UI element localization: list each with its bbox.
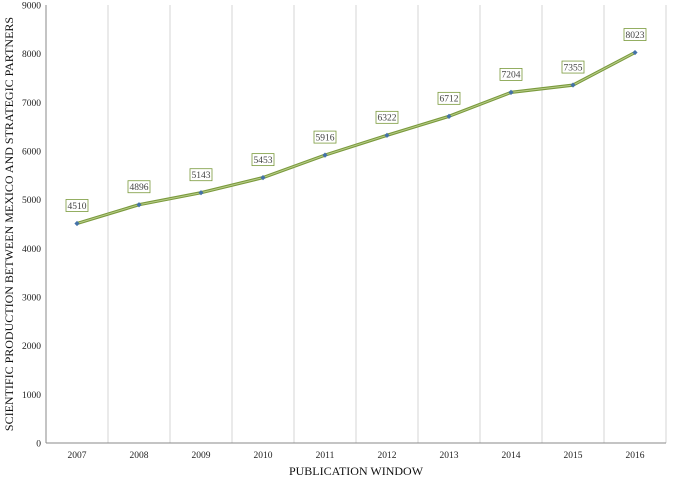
grid-lines: [107, 5, 667, 443]
data-label-text: 7355: [564, 63, 583, 73]
x-tick-label: 2014: [502, 451, 521, 461]
data-label: 4510: [65, 199, 89, 212]
data-label-text: 4896: [130, 183, 149, 193]
x-tick-label: 2016: [626, 451, 645, 461]
y-tick-label: 5000: [22, 196, 41, 206]
data-label-box: [437, 91, 461, 105]
data-label-text: 7204: [502, 71, 521, 81]
data-point: [198, 190, 204, 196]
data-point: [384, 132, 390, 138]
data-point: [570, 82, 576, 88]
data-label-text: 4510: [68, 202, 87, 212]
series-markers: [74, 49, 638, 227]
data-label-text: 5453: [254, 156, 273, 166]
x-tick-label: 2015: [564, 451, 583, 461]
x-axis-title: PUBLICATION WINDOW: [289, 464, 424, 478]
x-tick-label: 2012: [378, 451, 397, 461]
data-label-text: 8023: [626, 31, 645, 41]
y-tick-label: 8000: [22, 50, 41, 60]
data-label-box: [65, 199, 89, 212]
data-point: [260, 175, 266, 181]
y-tick-label: 9000: [22, 2, 41, 12]
series-line-highlight: [76, 52, 636, 224]
data-label: 6712: [437, 91, 461, 105]
x-tick-label: 2008: [130, 451, 149, 461]
data-label: 7355: [561, 60, 585, 74]
data-label-text: 5143: [192, 171, 211, 181]
y-tick-label: 3000: [22, 294, 41, 304]
data-point: [446, 113, 452, 119]
y-tick-label: 1000: [22, 391, 41, 401]
y-tick-label: 0: [36, 440, 41, 450]
data-label: 7204: [499, 68, 523, 81]
y-tick-label: 7000: [22, 99, 41, 109]
data-point: [322, 152, 328, 158]
data-label-box: [127, 180, 151, 194]
data-label: 6322: [375, 110, 399, 124]
x-tick-label: 2013: [440, 451, 459, 461]
data-label-text: 6712: [440, 95, 459, 105]
y-tick-label: 6000: [22, 148, 41, 158]
x-tick-labels: 2007 2008 2009 2010 2011 2012 2013 2014 2015 2016: [68, 451, 645, 461]
data-label-text: 5916: [316, 133, 335, 143]
x-tick-label: 2009: [192, 451, 211, 461]
y-tick-label: 2000: [22, 342, 41, 352]
data-label: 5916: [313, 130, 337, 144]
data-point: [632, 49, 638, 56]
data-point: [508, 89, 514, 96]
y-tick-labels: 0 1000 2000 3000 4000 5000 6000 7000 8000 9000: [22, 2, 41, 450]
data-label-box: [561, 60, 585, 74]
data-point: [74, 220, 80, 227]
data-label: 5453: [251, 153, 275, 167]
y-axis-title: SCIENTIFIC PRODUCTION BETWEEN MEXICO AND…: [2, 17, 16, 431]
data-label-box: [313, 130, 337, 144]
data-label-box: [189, 168, 213, 182]
data-label-box: [499, 68, 523, 81]
data-label-box: [623, 28, 647, 41]
data-labels: 4510 4896 5143 5453 5916 6322 6712 7204 7355 8023: [65, 28, 647, 212]
y-tick-label: 4000: [22, 245, 41, 255]
x-tick-label: 2010: [254, 451, 273, 461]
data-label-box: [375, 110, 399, 124]
data-point: [136, 202, 142, 208]
data-label: 8023: [623, 28, 647, 41]
data-label-box: [251, 153, 275, 167]
x-tick-label: 2007: [68, 451, 87, 461]
data-label: 5143: [189, 168, 213, 182]
x-tick-label: 2011: [316, 451, 335, 461]
data-label-text: 6322: [378, 114, 397, 124]
data-label: 4896: [127, 180, 151, 194]
